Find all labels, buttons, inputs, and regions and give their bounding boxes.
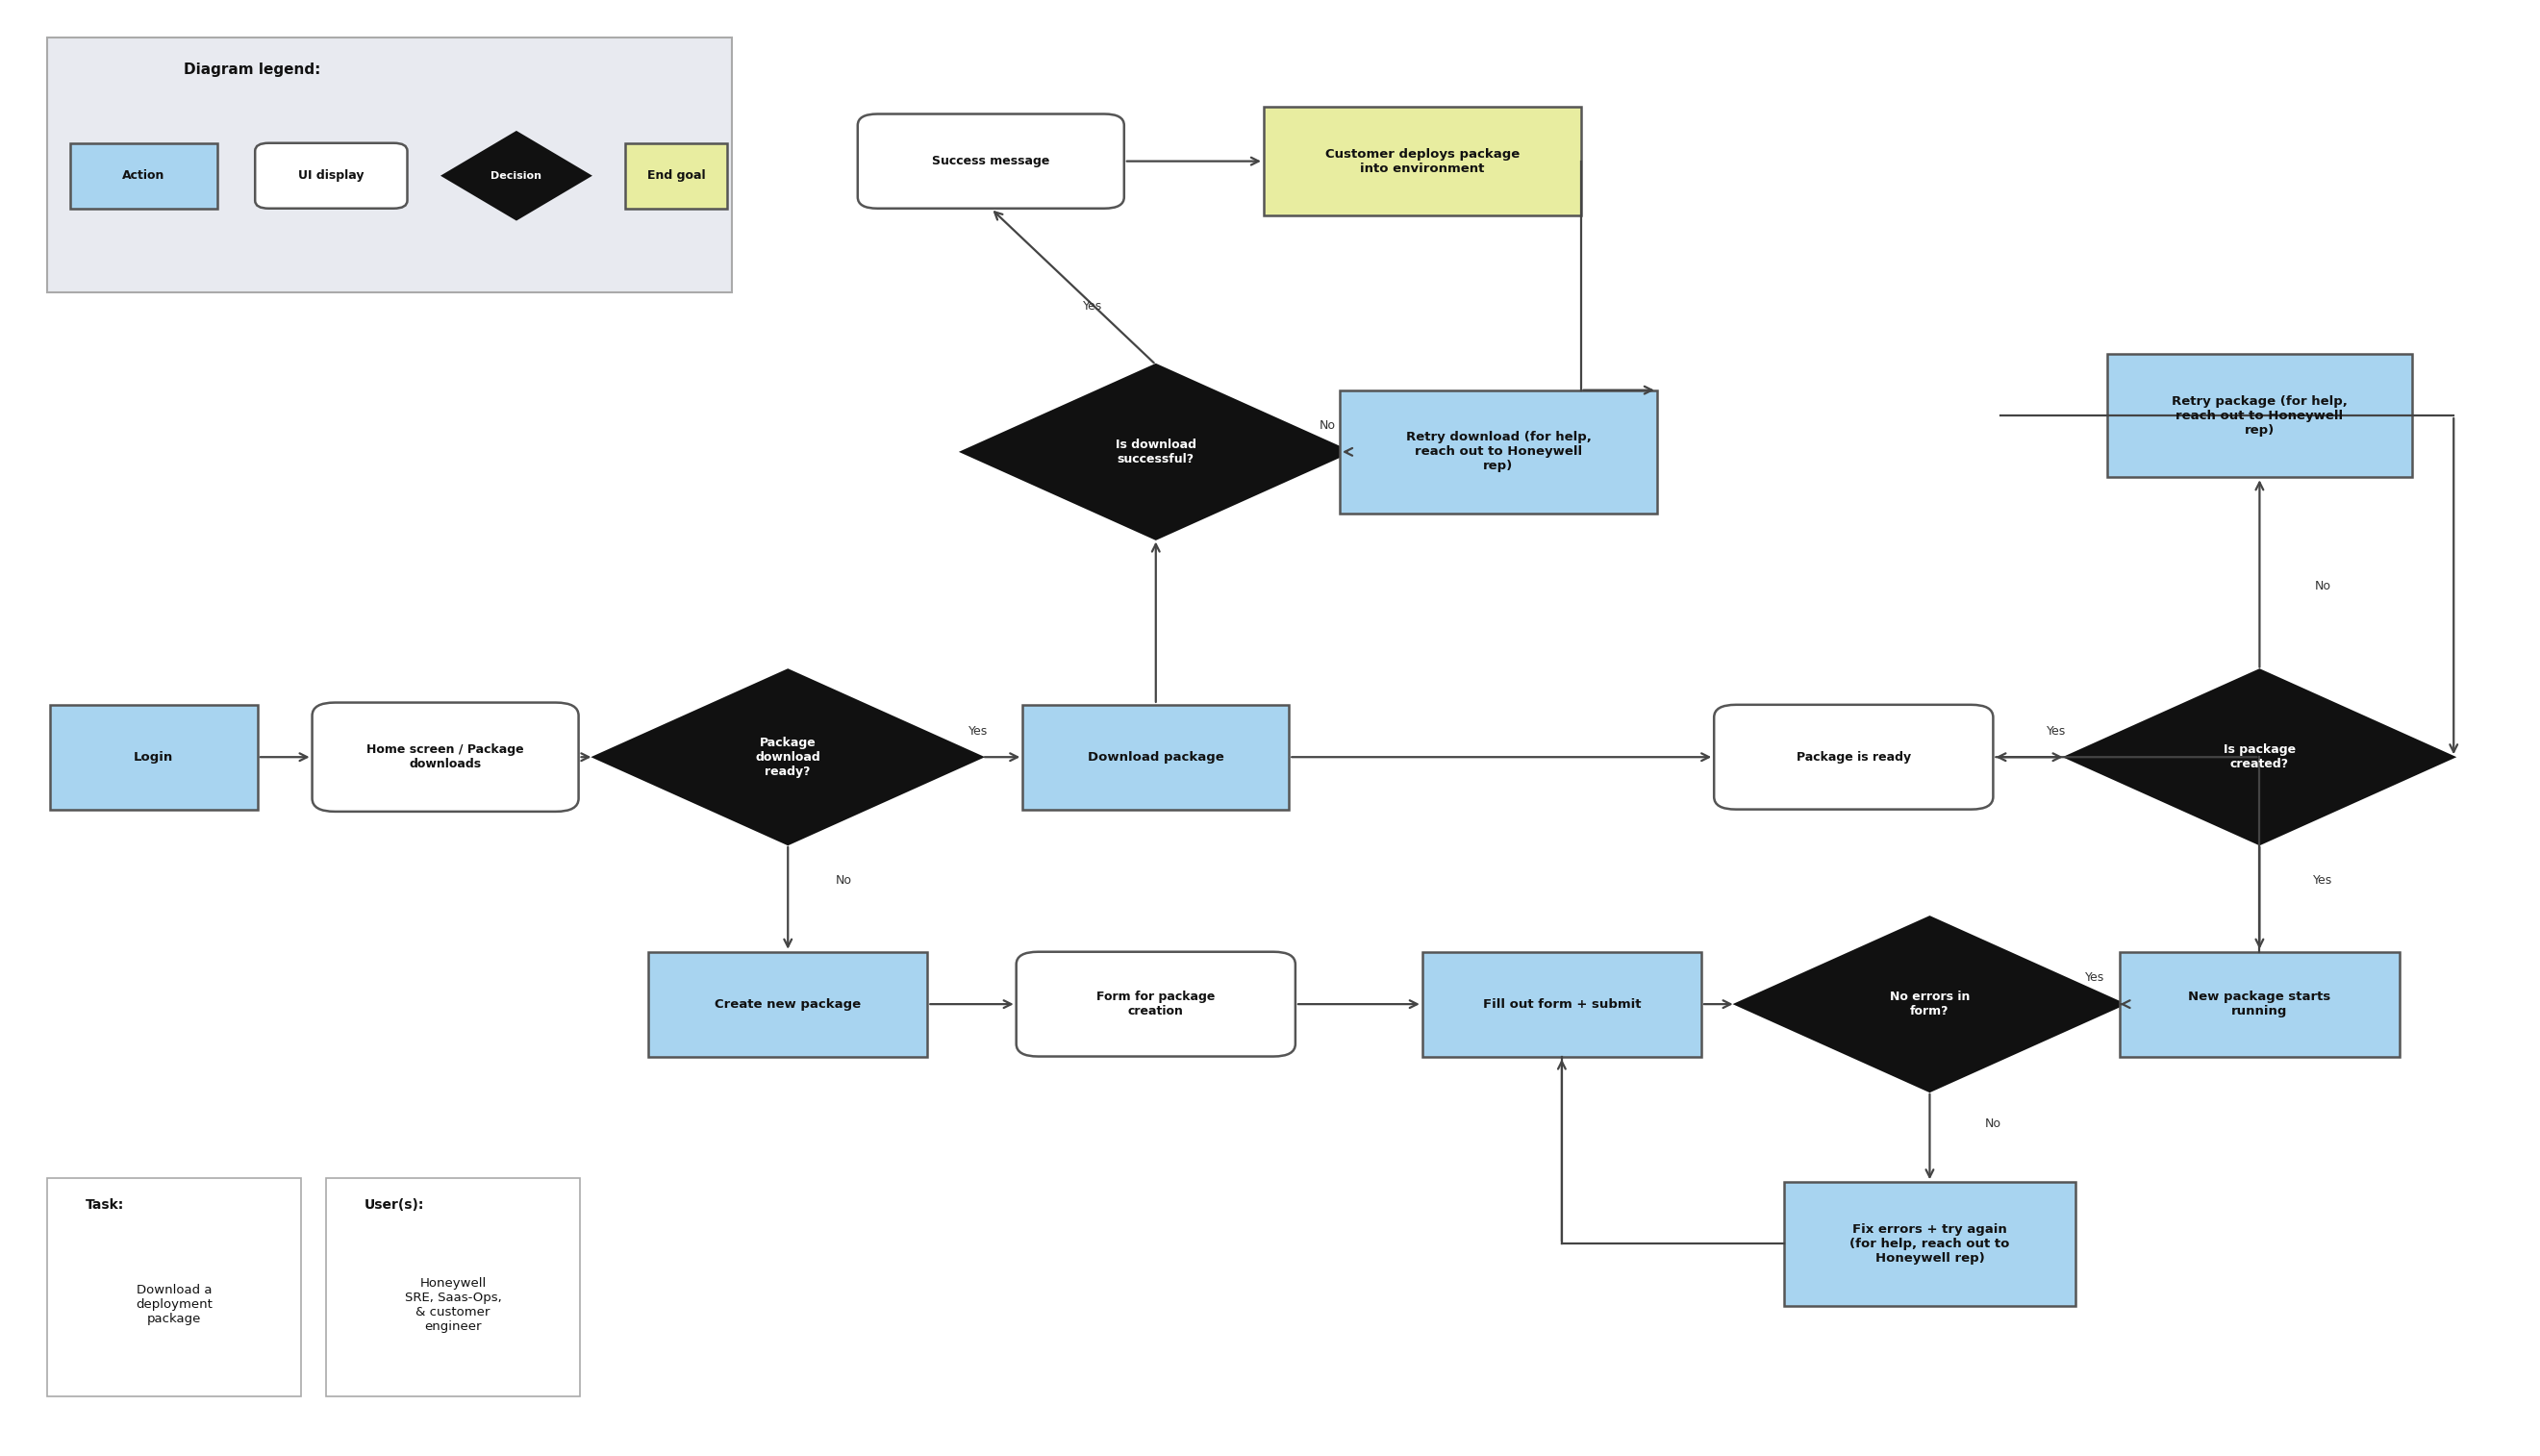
- FancyBboxPatch shape: [625, 143, 726, 208]
- FancyBboxPatch shape: [1016, 952, 1295, 1057]
- Text: No: No: [2314, 579, 2332, 593]
- Text: Yes: Yes: [1082, 300, 1102, 313]
- FancyBboxPatch shape: [648, 952, 927, 1057]
- Text: Honeywell
SRE, Saas-Ops,
& customer
engineer: Honeywell SRE, Saas-Ops, & customer engi…: [404, 1277, 500, 1332]
- Text: Form for package
creation: Form for package creation: [1097, 990, 1214, 1018]
- Text: Fill out form + submit: Fill out form + submit: [1483, 997, 1641, 1010]
- Text: No: No: [1984, 1118, 2002, 1130]
- Text: Download a
deployment
package: Download a deployment package: [135, 1284, 213, 1325]
- Text: UI display: UI display: [297, 169, 363, 182]
- Text: Fix errors + try again
(for help, reach out to
Honeywell rep): Fix errors + try again (for help, reach …: [1849, 1223, 2009, 1265]
- Text: Yes: Yes: [2085, 971, 2103, 984]
- FancyBboxPatch shape: [1339, 390, 1656, 514]
- Text: Yes: Yes: [2314, 875, 2332, 887]
- FancyBboxPatch shape: [1265, 106, 1580, 215]
- Text: New package starts
running: New package starts running: [2189, 990, 2332, 1018]
- Text: Package is ready: Package is ready: [1796, 751, 1910, 763]
- Polygon shape: [442, 132, 589, 220]
- Text: Action: Action: [122, 169, 165, 182]
- Text: No: No: [1318, 419, 1336, 432]
- FancyBboxPatch shape: [48, 1178, 300, 1396]
- Text: User(s):: User(s):: [363, 1198, 424, 1211]
- Text: No errors in
form?: No errors in form?: [1890, 990, 1971, 1018]
- Text: Is package
created?: Is package created?: [2222, 744, 2296, 770]
- Text: Yes: Yes: [968, 725, 988, 737]
- FancyBboxPatch shape: [69, 143, 216, 208]
- FancyBboxPatch shape: [2121, 952, 2400, 1057]
- Text: Login: Login: [135, 751, 173, 763]
- FancyBboxPatch shape: [2108, 354, 2413, 478]
- FancyBboxPatch shape: [1783, 1182, 2075, 1306]
- Text: Diagram legend:: Diagram legend:: [183, 63, 320, 77]
- Text: Package
download
ready?: Package download ready?: [754, 737, 820, 778]
- Text: Is download
successful?: Is download successful?: [1115, 438, 1196, 466]
- FancyBboxPatch shape: [48, 38, 732, 293]
- FancyBboxPatch shape: [859, 114, 1125, 208]
- Polygon shape: [1735, 917, 2123, 1092]
- FancyBboxPatch shape: [254, 143, 406, 208]
- Text: End goal: End goal: [648, 169, 706, 182]
- Text: Yes: Yes: [2047, 725, 2068, 737]
- Text: Retry download (for help,
reach out to Honeywell
rep): Retry download (for help, reach out to H…: [1405, 431, 1590, 473]
- Polygon shape: [963, 364, 1349, 539]
- Text: Download package: Download package: [1087, 751, 1224, 763]
- FancyBboxPatch shape: [1715, 705, 1994, 810]
- Text: Create new package: Create new package: [714, 997, 861, 1010]
- FancyBboxPatch shape: [325, 1178, 579, 1396]
- Text: No: No: [836, 875, 851, 887]
- FancyBboxPatch shape: [1422, 952, 1702, 1057]
- Text: Retry package (for help,
reach out to Honeywell
rep): Retry package (for help, reach out to Ho…: [2172, 395, 2347, 437]
- Text: Task:: Task:: [84, 1198, 124, 1211]
- Text: Customer deploys package
into environment: Customer deploys package into environmen…: [1326, 147, 1519, 175]
- FancyBboxPatch shape: [51, 705, 257, 810]
- Text: Home screen / Package
downloads: Home screen / Package downloads: [366, 744, 523, 770]
- FancyBboxPatch shape: [1024, 705, 1288, 810]
- Polygon shape: [594, 670, 983, 844]
- Text: Success message: Success message: [932, 154, 1049, 167]
- Polygon shape: [2065, 670, 2454, 844]
- Text: Decision: Decision: [490, 170, 541, 181]
- FancyBboxPatch shape: [312, 703, 579, 811]
